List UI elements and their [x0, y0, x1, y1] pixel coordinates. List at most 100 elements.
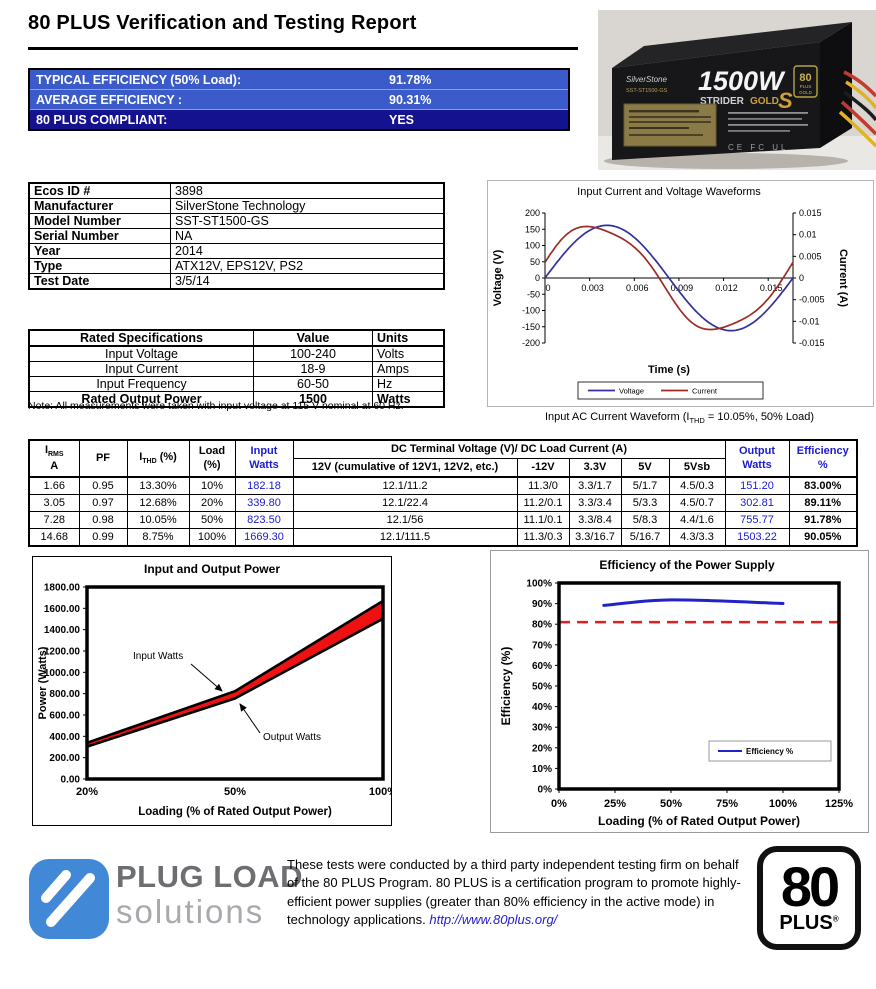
table-row: Rated Output Power 1500 Watts [28, 391, 445, 408]
svg-text:0: 0 [545, 283, 550, 293]
table-row: Rated Specifications Value Units [28, 329, 445, 347]
svg-text:-0.005: -0.005 [799, 295, 825, 305]
column-header-12v: 12V (cumulative of 12V1, 12V2, etc.) [292, 458, 518, 478]
table-row: 14.68 0.99 8.75% 100% 1669.30 12.1/111.5 11.3/… [28, 528, 858, 547]
x-axis-title: Loading (% of Rated Output Power) [138, 806, 332, 818]
plugload-logo-text: PLUG LOAD solutions [116, 861, 303, 928]
table-cell: Input Voltage [28, 345, 254, 362]
table-cell: 8.75% [126, 528, 190, 547]
chart-title: Input Current and Voltage Waveforms [577, 186, 761, 198]
legend-efficiency-label: Efficiency % [746, 747, 793, 756]
chart-title: Efficiency of the Power Supply [599, 558, 775, 572]
table-cell: NA [170, 228, 445, 244]
table-cell: 90.05% [788, 528, 858, 547]
svg-text:0%: 0% [551, 798, 567, 810]
table-row: Input Voltage 100-240 Volts [28, 345, 445, 362]
waveform-plot: -200 -150 -100 -50 0 50 100 150 200 -0.015 -0.01 -0… [522, 208, 825, 348]
table-cell: 0.98 [78, 511, 128, 529]
svg-text:100%: 100% [769, 798, 797, 810]
svg-text:50%: 50% [532, 682, 552, 693]
column-header-ithd: ITHD (%) [126, 439, 190, 478]
svg-text:125%: 125% [825, 798, 853, 810]
table-cell: 100-240 [253, 345, 373, 362]
psu-series-text: STRIDER [700, 96, 745, 107]
table-row: Manufacturer SilverStone Technology [28, 198, 445, 214]
table-cell: 3.3/3.4 [568, 494, 622, 512]
table-cell: Ecos ID # [28, 182, 171, 199]
table-cell: 1.66 [28, 476, 80, 495]
table-cell: 12.1/22.4 [292, 494, 518, 512]
svg-text:-0.015: -0.015 [799, 338, 825, 348]
table-row: Test Date 3/5/14 [28, 273, 445, 290]
caption-sub: THD [689, 416, 705, 426]
table-cell: 11.2/0.1 [516, 494, 570, 512]
table-cell: 0.97 [78, 494, 128, 512]
svg-text:800.00: 800.00 [49, 689, 80, 700]
table-cell: Input Frequency [28, 376, 254, 392]
psu-model-text: SST-ST1500-GS [626, 88, 668, 94]
column-header-dc-span: DC Terminal Voltage (V)/ DC Load Current… [292, 439, 726, 459]
table-cell: Input Current [28, 361, 254, 377]
table-cell: 2014 [170, 243, 445, 259]
y-axis-title: Efficiency (%) [499, 647, 513, 726]
text-line [728, 118, 802, 120]
efficiency-series-line [602, 598, 785, 607]
svg-text:0: 0 [799, 273, 804, 283]
table-cell: 1503.22 [724, 528, 790, 547]
80plus-link[interactable]: http://www.80plus.org/ [429, 912, 558, 928]
column-header-pf: PF [78, 439, 128, 478]
unit-info-table: Ecos ID #3898 Manufacturer SilverStone Tec… [28, 182, 445, 290]
svg-text:80%: 80% [532, 620, 552, 631]
svg-text:0.009: 0.009 [671, 283, 694, 293]
table-cell: Manufacturer [28, 198, 171, 214]
table-cell: Amps [372, 361, 445, 377]
table-row: Serial Number NA [28, 228, 445, 244]
title-underline [28, 47, 578, 50]
table-cell: 14.68 [28, 528, 80, 547]
table-cell: 11.3/0 [516, 476, 570, 495]
output-watts-annotation: Output Watts [263, 732, 321, 743]
power-chart: 0.00 200.00 400.00 600.00 800.00 1000.00 1200.… [32, 556, 392, 826]
y-axis-title: Power (Watts) [37, 646, 49, 719]
output-watts-arrow [239, 703, 261, 734]
svg-text:1000.00: 1000.00 [44, 668, 81, 679]
table-cell: 5/3.3 [620, 494, 670, 512]
table-cell: SST-ST1500-GS [170, 213, 445, 229]
table-cell: 4.4/1.6 [668, 511, 726, 529]
svg-text:60%: 60% [532, 661, 552, 672]
column-header: Rated Specifications [28, 329, 254, 347]
psu-shadow [604, 153, 848, 169]
svg-text:-100: -100 [522, 306, 540, 316]
voltage-series-line [544, 224, 794, 332]
table-cell: 182.18 [234, 476, 294, 495]
current-series-line [544, 225, 794, 331]
logo-text-bottom: solutions [116, 893, 265, 930]
efficiency-summary-table: TYPICAL EFFICIENCY (50% Load): 91.78% AVER… [28, 68, 570, 131]
svg-text:600.00: 600.00 [49, 711, 80, 722]
legend-current-label: Current [692, 387, 718, 396]
text-line [728, 130, 790, 132]
svg-text:0: 0 [535, 273, 540, 283]
column-header-input-watts: Input Watts [234, 439, 294, 478]
svg-text:50%: 50% [224, 786, 246, 798]
table-row: 1.66 0.95 13.30% 10% 182.18 12.1/11.2 11.3/0 3.… [28, 476, 858, 495]
footer-text: These tests were conducted by a third pa… [287, 857, 741, 928]
table-cell: 1669.30 [234, 528, 294, 547]
text-line [728, 112, 808, 114]
table-cell: Year [28, 243, 171, 259]
badge-80: 80 [780, 855, 840, 919]
svg-text:100%: 100% [526, 579, 552, 590]
svg-text:40%: 40% [532, 702, 552, 713]
svg-text:100%: 100% [369, 786, 391, 798]
table-cell: 12.1/111.5 [292, 528, 518, 547]
svg-text:-150: -150 [522, 322, 540, 332]
efficiency-chart: 0% 10% 20% 30% 40% 50% 60% 70% 80% 90% 100% 0% 25% 50… [490, 550, 869, 833]
column-header-5v: 5V [620, 458, 670, 478]
svg-text:0.01: 0.01 [799, 230, 817, 240]
table-cell: 5/1.7 [620, 476, 670, 495]
psu-cable-red [843, 70, 876, 98]
table-cell: ATX12V, EPS12V, PS2 [170, 258, 445, 274]
table-cell: 5/16.7 [620, 528, 670, 547]
waveform-caption: Input AC Current Waveform (ITHD = 10.05%… [487, 411, 872, 425]
label-line [629, 116, 711, 118]
